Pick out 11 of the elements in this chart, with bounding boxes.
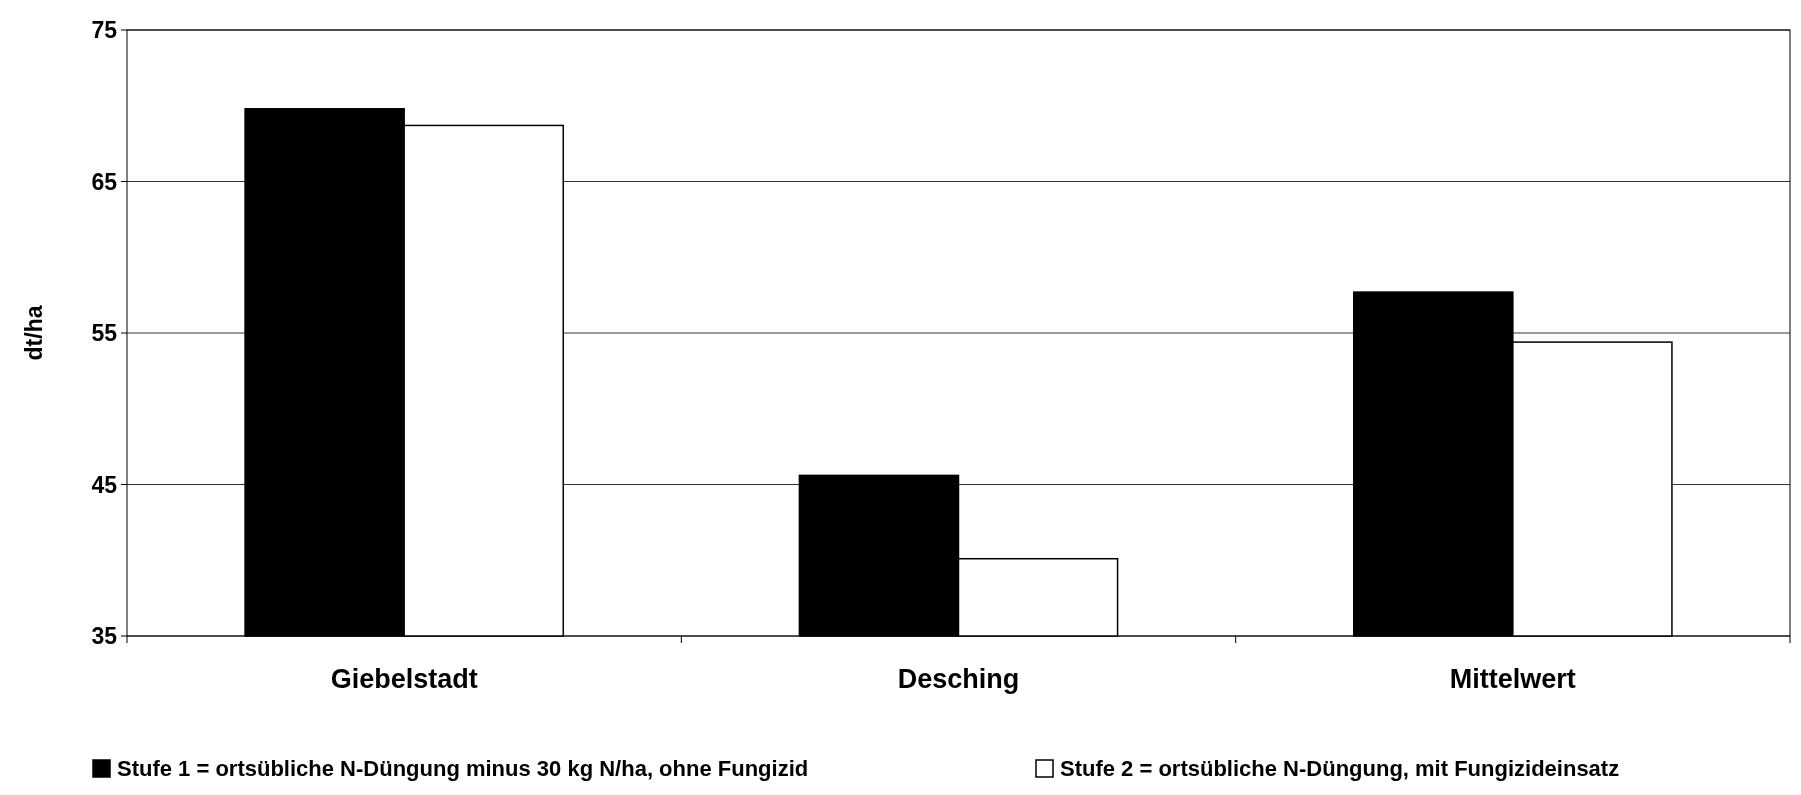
legend-label: Stufe 2 = ortsübliche N-Düngung, mit Fungizideinsatz — [1060, 756, 1620, 781]
x-tick-label: Giebelstadt — [330, 664, 478, 694]
y-tick-label: 65 — [91, 168, 118, 195]
legend-label: Stufe 1 = ortsübliche N-Düngung minus 30 kg N/ha, ohne Fungizid — [117, 756, 809, 781]
y-axis-title: dt/ha — [21, 305, 47, 361]
y-tick-label: 35 — [91, 623, 118, 650]
y-tick-label: 55 — [91, 320, 118, 347]
x-tick-label: Desching — [897, 664, 1020, 694]
y-tick-label: 75 — [91, 17, 118, 44]
y-tick-label: 45 — [91, 471, 118, 498]
x-tick-label: Mittelwert — [1449, 664, 1576, 694]
